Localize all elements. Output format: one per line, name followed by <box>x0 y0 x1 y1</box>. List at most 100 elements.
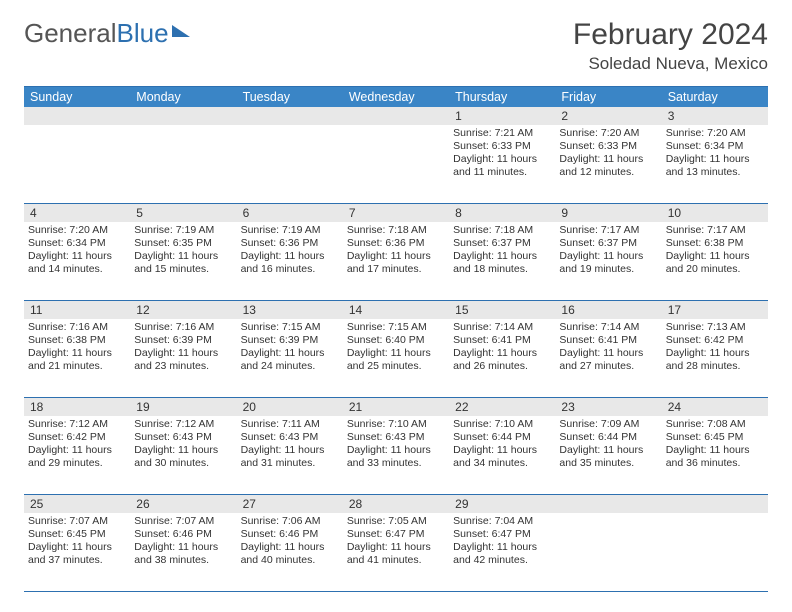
sunrise-text: Sunrise: 7:19 AM <box>241 224 339 237</box>
sunrise-text: Sunrise: 7:17 AM <box>559 224 657 237</box>
daylight-text: Daylight: 11 hours and 28 minutes. <box>666 347 764 373</box>
sunrise-text: Sunrise: 7:20 AM <box>666 127 764 140</box>
day-cell: Sunrise: 7:20 AMSunset: 6:33 PMDaylight:… <box>555 125 661 203</box>
sunset-text: Sunset: 6:40 PM <box>347 334 445 347</box>
day-cell: Sunrise: 7:19 AMSunset: 6:35 PMDaylight:… <box>130 222 236 300</box>
sunrise-text: Sunrise: 7:18 AM <box>453 224 551 237</box>
day-number: 1 <box>449 107 555 125</box>
week-row: Sunrise: 7:07 AMSunset: 6:45 PMDaylight:… <box>24 513 768 592</box>
day-cell: Sunrise: 7:07 AMSunset: 6:46 PMDaylight:… <box>130 513 236 591</box>
day-number: 2 <box>555 107 661 125</box>
day-cell: Sunrise: 7:10 AMSunset: 6:44 PMDaylight:… <box>449 416 555 494</box>
sunrise-text: Sunrise: 7:20 AM <box>28 224 126 237</box>
daylight-text: Daylight: 11 hours and 20 minutes. <box>666 250 764 276</box>
title-block: February 2024 Soledad Nueva, Mexico <box>573 18 768 74</box>
sunset-text: Sunset: 6:39 PM <box>241 334 339 347</box>
sunset-text: Sunset: 6:36 PM <box>241 237 339 250</box>
sunset-text: Sunset: 6:43 PM <box>347 431 445 444</box>
sunrise-text: Sunrise: 7:16 AM <box>134 321 232 334</box>
day-cell: Sunrise: 7:13 AMSunset: 6:42 PMDaylight:… <box>662 319 768 397</box>
sunset-text: Sunset: 6:43 PM <box>134 431 232 444</box>
day-cell: Sunrise: 7:18 AMSunset: 6:37 PMDaylight:… <box>449 222 555 300</box>
daylight-text: Daylight: 11 hours and 14 minutes. <box>28 250 126 276</box>
day-number <box>237 107 343 125</box>
day-cell <box>662 513 768 591</box>
daylight-text: Daylight: 11 hours and 26 minutes. <box>453 347 551 373</box>
daylight-text: Daylight: 11 hours and 24 minutes. <box>241 347 339 373</box>
sunset-text: Sunset: 6:33 PM <box>453 140 551 153</box>
sunset-text: Sunset: 6:39 PM <box>134 334 232 347</box>
daylight-text: Daylight: 11 hours and 30 minutes. <box>134 444 232 470</box>
day-number <box>343 107 449 125</box>
day-cell: Sunrise: 7:11 AMSunset: 6:43 PMDaylight:… <box>237 416 343 494</box>
day-cell: Sunrise: 7:14 AMSunset: 6:41 PMDaylight:… <box>555 319 661 397</box>
day-cell <box>343 125 449 203</box>
dow-monday: Monday <box>130 87 236 107</box>
sunrise-text: Sunrise: 7:09 AM <box>559 418 657 431</box>
sunrise-text: Sunrise: 7:08 AM <box>666 418 764 431</box>
sunrise-text: Sunrise: 7:21 AM <box>453 127 551 140</box>
title-month: February 2024 <box>573 18 768 52</box>
day-number: 9 <box>555 204 661 222</box>
sunset-text: Sunset: 6:42 PM <box>666 334 764 347</box>
daylight-text: Daylight: 11 hours and 40 minutes. <box>241 541 339 567</box>
day-cell: Sunrise: 7:12 AMSunset: 6:42 PMDaylight:… <box>24 416 130 494</box>
day-cell: Sunrise: 7:08 AMSunset: 6:45 PMDaylight:… <box>662 416 768 494</box>
daynum-row: 18192021222324 <box>24 398 768 416</box>
sunrise-text: Sunrise: 7:13 AM <box>666 321 764 334</box>
sunset-text: Sunset: 6:45 PM <box>666 431 764 444</box>
sunrise-text: Sunrise: 7:14 AM <box>453 321 551 334</box>
dow-friday: Friday <box>555 87 661 107</box>
sunset-text: Sunset: 6:46 PM <box>241 528 339 541</box>
daylight-text: Daylight: 11 hours and 12 minutes. <box>559 153 657 179</box>
daylight-text: Daylight: 11 hours and 27 minutes. <box>559 347 657 373</box>
day-number: 6 <box>237 204 343 222</box>
day-of-week-row: Sunday Monday Tuesday Wednesday Thursday… <box>24 87 768 107</box>
sunrise-text: Sunrise: 7:11 AM <box>241 418 339 431</box>
day-cell: Sunrise: 7:17 AMSunset: 6:37 PMDaylight:… <box>555 222 661 300</box>
daynum-row: 2526272829 <box>24 495 768 513</box>
week-row: Sunrise: 7:12 AMSunset: 6:42 PM Daylight:… <box>24 416 768 495</box>
daylight-text: Daylight: 11 hours and 13 minutes. <box>666 153 764 179</box>
day-cell: Sunrise: 7:14 AMSunset: 6:41 PMDaylight:… <box>449 319 555 397</box>
day-cell: Sunrise: 7:07 AMSunset: 6:45 PMDaylight:… <box>24 513 130 591</box>
sunset-text: Sunset: 6:41 PM <box>559 334 657 347</box>
day-number: 5 <box>130 204 236 222</box>
sunset-text: Sunset: 6:44 PM <box>453 431 551 444</box>
day-number: 3 <box>662 107 768 125</box>
dow-wednesday: Wednesday <box>343 87 449 107</box>
sunrise-text: Sunrise: 7:12 AM <box>28 418 126 431</box>
day-cell: Sunrise: 7:05 AMSunset: 6:47 PMDaylight:… <box>343 513 449 591</box>
sunrise-text: Sunrise: 7:05 AM <box>347 515 445 528</box>
sunrise-text: Sunrise: 7:20 AM <box>559 127 657 140</box>
day-number <box>662 495 768 513</box>
day-number: 11 <box>24 301 130 319</box>
sunrise-text: Sunrise: 7:07 AM <box>134 515 232 528</box>
week-row: Sunrise: 7:16 AMSunset: 6:38 PMDaylight:… <box>24 319 768 398</box>
day-cell: Sunrise: 7:09 AMSunset: 6:44 PMDaylight:… <box>555 416 661 494</box>
dow-sunday: Sunday <box>24 87 130 107</box>
sunrise-text: Sunrise: 7:04 AM <box>453 515 551 528</box>
day-number <box>555 495 661 513</box>
day-number: 15 <box>449 301 555 319</box>
day-number: 24 <box>662 398 768 416</box>
sunrise-text: Sunrise: 7:17 AM <box>666 224 764 237</box>
sunrise-text: Sunrise: 7:16 AM <box>28 321 126 334</box>
day-number: 13 <box>237 301 343 319</box>
day-number: 29 <box>449 495 555 513</box>
daynum-row: 45678910 <box>24 204 768 222</box>
day-number: 7 <box>343 204 449 222</box>
day-cell: Sunrise: 7:18 AMSunset: 6:36 PMDaylight:… <box>343 222 449 300</box>
daylight-text: Daylight: 11 hours and 36 minutes. <box>666 444 764 470</box>
day-cell: Sunrise: 7:06 AMSunset: 6:46 PMDaylight:… <box>237 513 343 591</box>
sunrise-text: Sunrise: 7:18 AM <box>347 224 445 237</box>
day-number: 23 <box>555 398 661 416</box>
week-row: Sunrise: 7:20 AMSunset: 6:34 PMDaylight:… <box>24 222 768 301</box>
daylight-text: Daylight: 11 hours and 16 minutes. <box>241 250 339 276</box>
logo-text-2: Blue <box>117 18 169 49</box>
day-number: 27 <box>237 495 343 513</box>
daylight-text: Daylight: 11 hours and 35 minutes. <box>559 444 657 470</box>
sunset-text: Sunset: 6:42 PM <box>28 431 126 444</box>
day-number: 20 <box>237 398 343 416</box>
day-cell: Sunrise: 7:19 AMSunset: 6:36 PMDaylight:… <box>237 222 343 300</box>
